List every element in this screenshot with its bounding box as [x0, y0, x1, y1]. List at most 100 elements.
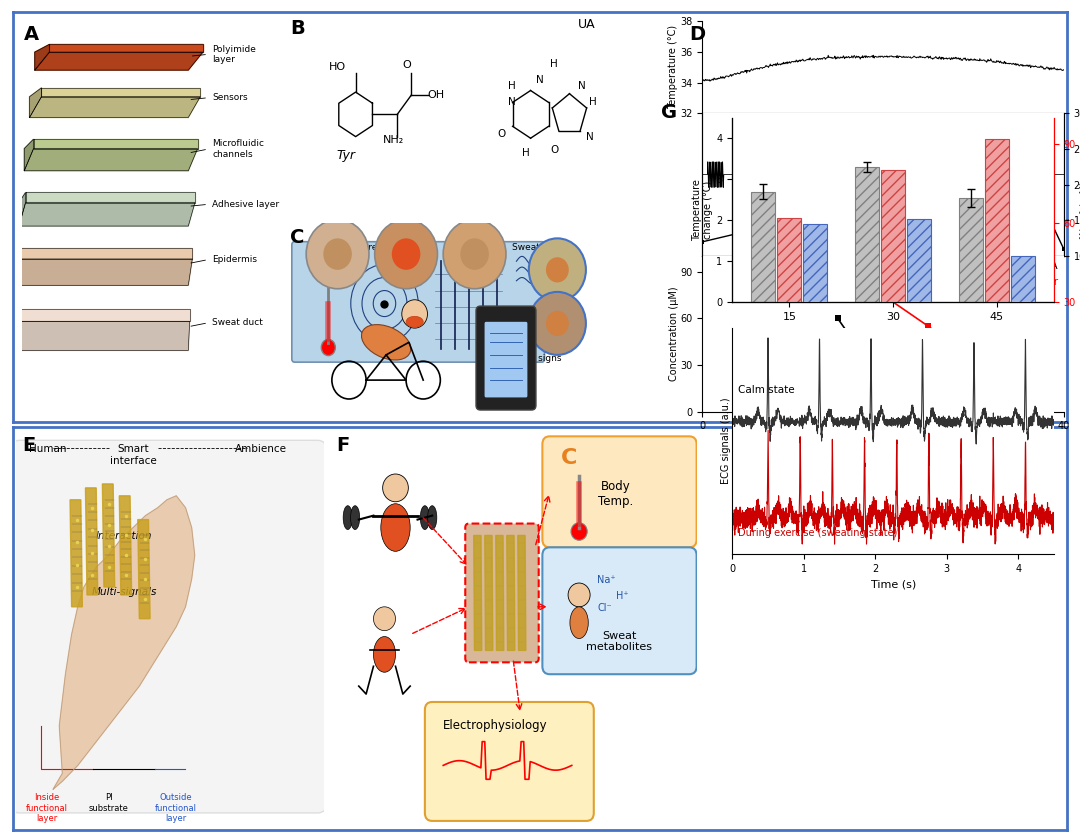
- Circle shape: [545, 311, 569, 336]
- Circle shape: [443, 219, 505, 289]
- FancyBboxPatch shape: [10, 440, 327, 813]
- Text: Sweat
metabolites: Sweat metabolites: [586, 631, 652, 653]
- Text: O: O: [550, 144, 558, 155]
- Text: O: O: [497, 129, 505, 139]
- Polygon shape: [119, 496, 132, 595]
- Bar: [778, 218, 801, 381]
- Tyr: [877, 290, 890, 300]
- Bar: [855, 167, 879, 302]
- Text: Electrophysiology: Electrophysiology: [443, 719, 548, 732]
- Polygon shape: [9, 322, 190, 350]
- Polygon shape: [33, 139, 198, 149]
- X-axis label: Time (min): Time (min): [863, 328, 923, 338]
- Bar: [1011, 256, 1035, 764]
- UA: [985, 394, 998, 404]
- Polygon shape: [35, 52, 203, 70]
- Tyr: [921, 321, 934, 331]
- Text: Epidermis: Epidermis: [212, 255, 257, 264]
- Text: Cl⁻: Cl⁻: [597, 603, 612, 613]
- Polygon shape: [14, 259, 192, 286]
- UA: [894, 375, 907, 386]
- Polygon shape: [474, 535, 482, 650]
- Y-axis label: Temperature (°C): Temperature (°C): [669, 25, 678, 109]
- Bar: [985, 139, 1009, 381]
- UA: [832, 313, 845, 323]
- Text: Smart
interface: Smart interface: [110, 444, 157, 466]
- Bar: [881, 171, 905, 381]
- Ellipse shape: [420, 506, 430, 529]
- Polygon shape: [29, 97, 200, 118]
- Circle shape: [571, 522, 588, 540]
- Ellipse shape: [343, 506, 352, 529]
- Polygon shape: [50, 45, 203, 52]
- Circle shape: [402, 300, 428, 328]
- Text: Multi-signals: Multi-signals: [91, 587, 157, 597]
- Y-axis label: Concentration (μM): Concentration (μM): [669, 286, 678, 381]
- Text: B: B: [291, 19, 305, 39]
- Text: Outside
functional
layer: Outside functional layer: [156, 793, 198, 823]
- FancyBboxPatch shape: [476, 306, 536, 410]
- Text: N: N: [586, 132, 594, 142]
- Line: UA: UA: [835, 316, 1039, 403]
- Circle shape: [392, 239, 420, 270]
- Ellipse shape: [381, 504, 410, 551]
- Polygon shape: [517, 535, 526, 650]
- Bar: [804, 223, 827, 764]
- Text: PI
substrate: PI substrate: [89, 793, 129, 812]
- Circle shape: [529, 291, 585, 354]
- Text: Calm state: Calm state: [738, 385, 795, 395]
- Bar: [752, 192, 775, 302]
- Circle shape: [529, 239, 585, 302]
- Bar: [907, 219, 931, 764]
- Text: NH₂: NH₂: [382, 135, 404, 145]
- Polygon shape: [103, 484, 114, 587]
- Text: N: N: [578, 81, 585, 91]
- Polygon shape: [35, 45, 50, 70]
- UA: [921, 388, 934, 398]
- Polygon shape: [485, 535, 492, 650]
- Polygon shape: [70, 500, 82, 606]
- Text: Sweat rate: Sweat rate: [512, 243, 562, 252]
- Text: Vital signs: Vital signs: [515, 354, 562, 363]
- Tyr: [1030, 368, 1043, 378]
- Legend: UA, Tyr: UA, Tyr: [1020, 261, 1058, 286]
- Circle shape: [375, 219, 437, 289]
- Text: Adhesive layer: Adhesive layer: [212, 200, 280, 209]
- Text: F: F: [337, 436, 350, 455]
- Polygon shape: [29, 88, 41, 118]
- X-axis label: Time (min): Time (min): [852, 437, 914, 447]
- Text: E: E: [23, 436, 36, 455]
- Text: Tyr: Tyr: [336, 149, 355, 162]
- Text: N: N: [509, 97, 516, 107]
- Circle shape: [307, 219, 369, 289]
- UA: [1030, 396, 1043, 406]
- Polygon shape: [17, 248, 192, 259]
- Text: During exercise (sweating state): During exercise (sweating state): [738, 528, 897, 538]
- FancyBboxPatch shape: [485, 322, 527, 397]
- Circle shape: [322, 339, 335, 355]
- Polygon shape: [41, 88, 200, 97]
- Bar: [959, 197, 983, 302]
- Ellipse shape: [351, 506, 360, 529]
- Polygon shape: [496, 535, 503, 650]
- Text: Ambience: Ambience: [235, 444, 287, 454]
- Polygon shape: [19, 202, 194, 226]
- Tyr: [832, 266, 845, 276]
- Text: Human: Human: [28, 444, 66, 454]
- Text: Na⁺: Na⁺: [597, 575, 616, 585]
- X-axis label: Time (s): Time (s): [870, 580, 916, 590]
- FancyBboxPatch shape: [424, 702, 594, 821]
- Circle shape: [382, 474, 408, 501]
- Ellipse shape: [406, 317, 423, 328]
- Text: Interaction: Interaction: [96, 532, 152, 542]
- Circle shape: [545, 257, 569, 282]
- Text: A: A: [24, 24, 39, 44]
- Text: Sensors: Sensors: [212, 93, 247, 102]
- Text: D: D: [689, 25, 705, 45]
- Y-axis label: [Na+] (mM): [Na+] (mM): [1079, 181, 1080, 239]
- Text: HO: HO: [328, 62, 346, 72]
- Tyr: [949, 341, 962, 351]
- Tyr: [1012, 363, 1025, 373]
- Text: OH: OH: [428, 91, 445, 101]
- Circle shape: [460, 239, 489, 270]
